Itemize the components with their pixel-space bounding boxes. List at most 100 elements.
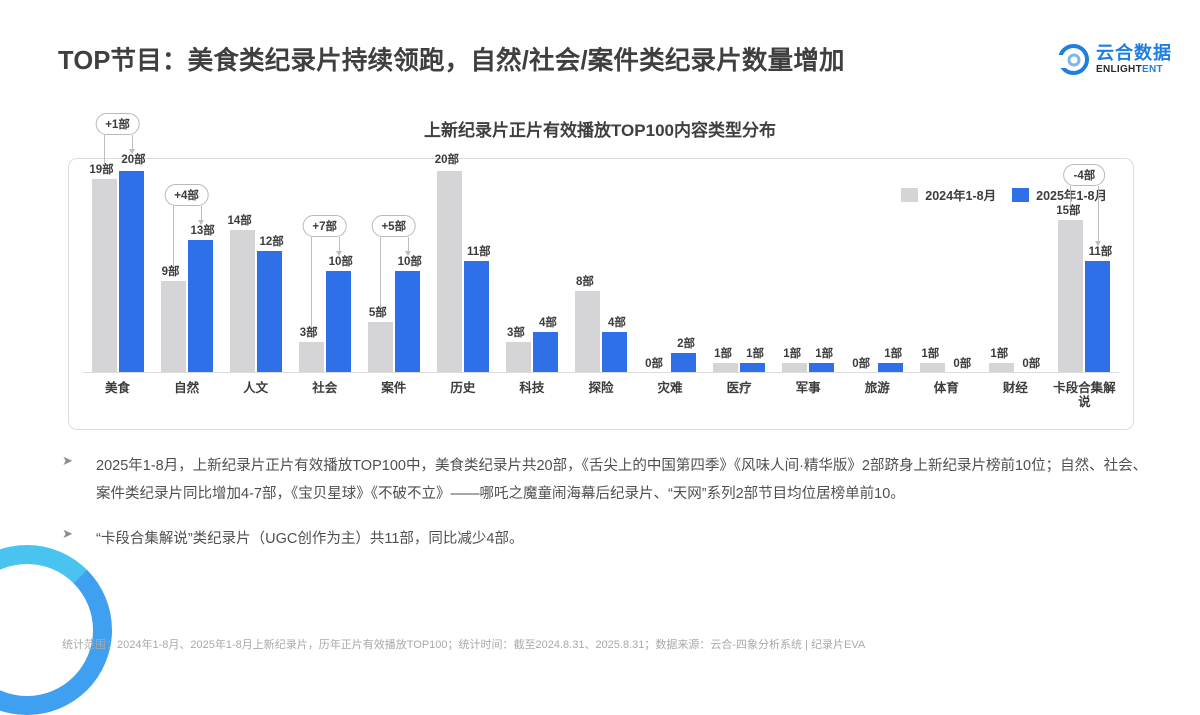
bar-group: 0部 2部 (636, 171, 705, 373)
bar-curr[interactable] (256, 251, 282, 373)
callout-arrow-curr (197, 206, 204, 225)
bar-curr[interactable] (671, 353, 697, 373)
legend-label-prev: 2024年1-8月 (925, 189, 997, 203)
bar-prev[interactable] (298, 342, 324, 373)
bar-curr[interactable] (118, 171, 144, 373)
bar-curr-wrapper: 11部 (1085, 171, 1112, 373)
x-axis-tick-label: 医疗 (726, 381, 752, 395)
x-axis-tick-label: 案件 (381, 381, 407, 395)
bar-curr[interactable] (463, 261, 489, 373)
bar-prev-wrapper: 3部 (298, 171, 324, 373)
bar-curr-wrapper: 0部 (1016, 171, 1041, 373)
bar-curr[interactable] (532, 332, 558, 373)
bar-value-label-curr: 2部 (677, 338, 695, 350)
bar-prev[interactable] (782, 363, 808, 373)
bar-prev-wrapper: 14部 (227, 171, 255, 373)
chart-legend: 2024年1-8月 2025年1-8月 (901, 185, 1107, 204)
bar-prev[interactable] (436, 171, 462, 373)
bar-value-label-curr: 11部 (467, 246, 491, 258)
bar-prev[interactable] (574, 291, 600, 373)
bullet-text: “卡段合集解说”类纪录片（UGC创作为主）共11部，同比减少4部。 (96, 530, 524, 547)
bar-group: 3部 4部 (497, 171, 566, 373)
bar-prev[interactable] (91, 179, 117, 373)
brand-logo: 云合数据 ENLIGHTENT (1058, 44, 1172, 75)
logo-chinese-name: 云合数据 (1096, 43, 1172, 63)
footer-note: 统计范围：2024年1-8月、2025年1-8月上新纪录片，历年正片有效播放TO… (62, 639, 866, 651)
bar-group: 14部 12部 (221, 171, 290, 373)
bar-prev-wrapper: 3部 (505, 171, 531, 373)
bar-curr[interactable] (394, 271, 420, 373)
bar-prev-wrapper: 1部 (713, 171, 739, 373)
logo-en-accent: ENT (1142, 64, 1163, 75)
bar-curr[interactable] (187, 240, 213, 373)
bar-prev[interactable] (920, 363, 946, 373)
bar-prev[interactable] (160, 281, 186, 373)
bar-value-label-curr: 20部 (121, 154, 146, 166)
bar-value-label-curr: 4部 (608, 317, 626, 329)
bar-value-label-curr: 0部 (953, 358, 972, 370)
x-axis-tick-label: 探险 (588, 381, 614, 395)
legend-swatch-curr (1012, 187, 1030, 202)
bar-curr[interactable] (601, 332, 627, 373)
bar-value-label-prev: 14部 (227, 215, 252, 227)
bar-value-label-prev: 5部 (368, 307, 387, 319)
delta-callout: -4部 (1063, 164, 1106, 186)
bar-curr[interactable] (740, 363, 766, 373)
bar-prev-wrapper: 19部 (89, 164, 117, 373)
callout-arrow-curr (1095, 186, 1102, 246)
x-axis-tick-label: 自然 (174, 381, 200, 395)
bar-curr[interactable] (1085, 261, 1111, 373)
bar-group: 19部 20部 +1部 (83, 113, 152, 373)
legend-item-curr[interactable]: 2025年1-8月 (1012, 185, 1107, 204)
bar-prev[interactable] (367, 322, 393, 373)
legend-swatch-prev (901, 187, 919, 202)
bar-curr-wrapper: 1部 (740, 171, 766, 373)
chart-container: 2024年1-8月 2025年1-8月 19部 20部 +1部 9部 13部 +4部 14部… (68, 113, 1134, 430)
callout-stem-prev (1070, 186, 1072, 206)
bar-curr-wrapper: 11部 (463, 171, 491, 373)
bar-curr-wrapper: 4部 (532, 171, 558, 373)
x-axis-tick-label: 旅游 (864, 381, 890, 395)
x-axis-tick-label: 卡段合集解说 (1053, 381, 1116, 410)
bar-prev[interactable] (989, 363, 1015, 373)
x-axis-tick-label: 社会 (312, 381, 338, 395)
bar-prev[interactable] (713, 363, 739, 373)
bar-prev[interactable] (229, 230, 255, 373)
callout-stem-prev (172, 206, 174, 267)
bar-group: 20部 11部 (428, 154, 497, 373)
callout-arrow-curr (128, 135, 135, 154)
bar-prev[interactable] (1058, 220, 1084, 373)
bar-value-label-prev: 15部 (1056, 205, 1081, 217)
bar-curr[interactable] (325, 271, 351, 373)
bar-value-label-prev: 1部 (921, 348, 940, 360)
bar-prev-wrapper: 20部 (435, 154, 462, 373)
delta-callout: +5部 (371, 215, 417, 237)
x-axis-tick-label: 美食 (105, 381, 131, 395)
bar-value-label-prev: 0部 (852, 358, 871, 370)
logo-english-name: ENLIGHTENT (1096, 65, 1172, 75)
bar-curr-wrapper: 1部 (809, 171, 835, 373)
bar-prev-wrapper: 1部 (989, 171, 1015, 373)
bar-curr[interactable] (809, 363, 835, 373)
bar-prev-wrapper: 1部 (920, 171, 946, 373)
bar-value-label-prev: 9部 (161, 266, 180, 278)
bar-curr[interactable] (878, 363, 904, 373)
bar-value-label-curr: 1部 (746, 348, 765, 360)
bar-curr-wrapper: 20部 (118, 154, 146, 373)
x-axis-tick-label: 历史 (450, 381, 476, 395)
bar-value-label-prev: 3部 (299, 327, 318, 339)
bar-curr-wrapper: 13部 (187, 171, 215, 373)
bar-group: 3部 10部 +7部 (290, 171, 359, 373)
bar-curr-wrapper: 4部 (601, 171, 627, 373)
bar-value-label-prev: 0部 (645, 358, 663, 370)
legend-item-prev[interactable]: 2024年1-8月 (901, 185, 996, 204)
bullet-text: 2025年1-8月，上新纪录片正片有效播放TOP100中，美食类纪录片共20部，… (96, 458, 1148, 503)
bar-prev-wrapper: 15部 (1056, 171, 1084, 373)
bar-value-label-prev: 8部 (576, 276, 594, 288)
bar-value-label-prev: 1部 (990, 348, 1009, 360)
delta-callout: +1部 (95, 113, 140, 135)
logo-text: 云合数据 ENLIGHTENT (1096, 44, 1172, 75)
bar-value-label-curr: 0部 (1022, 358, 1041, 370)
bar-prev[interactable] (505, 342, 531, 373)
bar-curr-wrapper: 12部 (256, 171, 284, 373)
